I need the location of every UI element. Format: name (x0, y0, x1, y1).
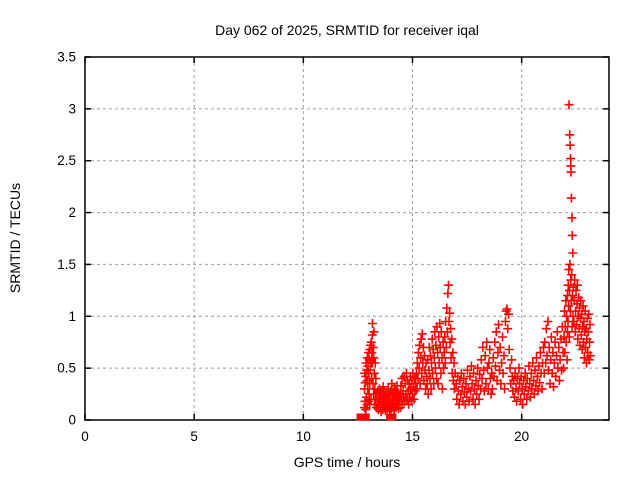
data-points (356, 100, 595, 421)
svg-text:20: 20 (514, 429, 529, 444)
svg-text:3: 3 (68, 101, 76, 116)
svg-text:10: 10 (296, 429, 311, 444)
svg-text:3.5: 3.5 (57, 50, 76, 65)
plot-border (84, 56, 610, 421)
gridlines (85, 57, 609, 420)
svg-text:2: 2 (68, 205, 76, 220)
svg-text:15: 15 (405, 429, 420, 444)
svg-text:1: 1 (68, 309, 76, 324)
svg-text:2.5: 2.5 (57, 153, 76, 168)
x-axis-label: GPS time / hours (294, 454, 401, 470)
svg-text:0: 0 (81, 429, 89, 444)
chart-title: Day 062 of 2025, SRMTID for receiver iqa… (215, 22, 479, 38)
svg-text:0: 0 (68, 413, 76, 428)
svg-text:0.5: 0.5 (57, 361, 76, 376)
svg-text:1.5: 1.5 (57, 257, 76, 272)
svg-text:5: 5 (190, 429, 198, 444)
y-axis-label: SRMTID / TECUs (7, 183, 23, 293)
x-tick-labels: 0 5 10 15 20 (81, 429, 529, 444)
y-tick-labels: 0 0.5 1 1.5 2 2.5 3 3.5 (57, 50, 76, 428)
